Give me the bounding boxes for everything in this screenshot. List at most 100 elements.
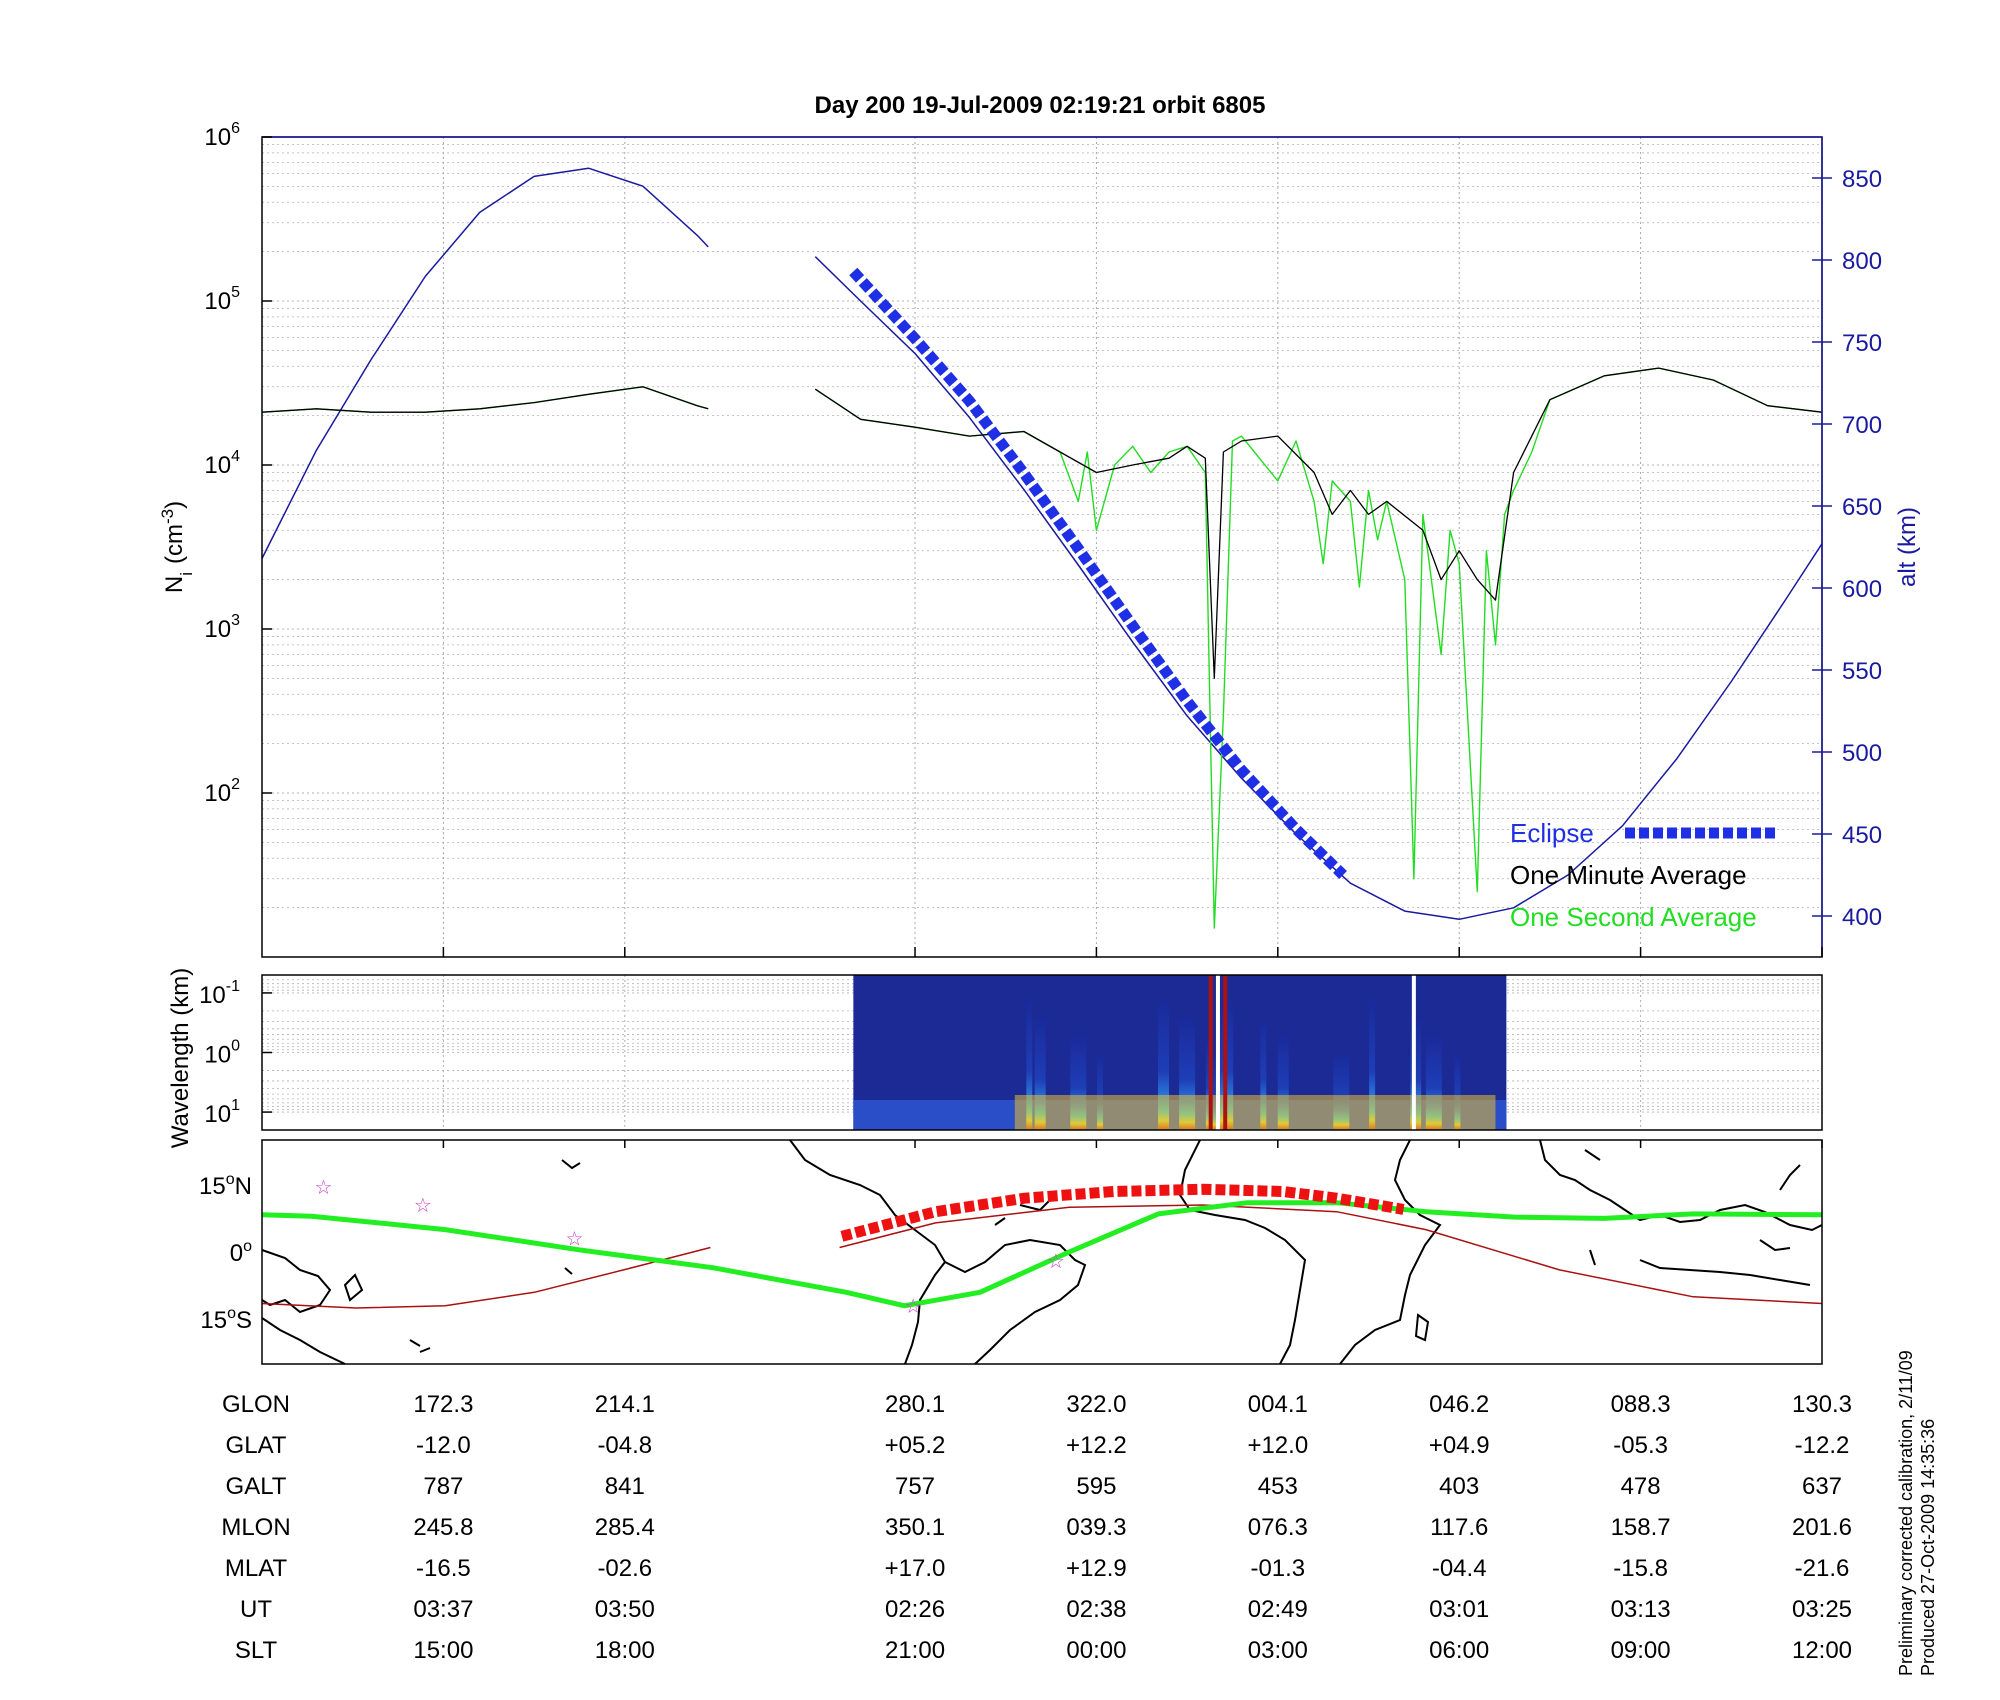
spectrogram-heatmap xyxy=(853,975,1507,1130)
wavelength-tick-label: 101 xyxy=(204,1097,240,1128)
wavelength-tick-label: 10-1 xyxy=(199,978,240,1009)
altitude-ticks: 400 450 500 550 600 650 700 750 800 850 xyxy=(1812,166,1882,931)
spectrogram-white-column xyxy=(1215,975,1220,1130)
ephemeris-cell: 09:00 xyxy=(1611,1637,1671,1664)
ephemeris-cell: 787 xyxy=(423,1473,463,1500)
ephemeris-cell: 214.1 xyxy=(595,1391,655,1418)
ephemeris-cell: +12.9 xyxy=(1066,1555,1127,1582)
latitude-tick-hemisphere: S xyxy=(236,1307,252,1334)
ephemeris-table: GLON 172.3 214.1 280.1 322.0 004.1 046.2 088.3 1… xyxy=(221,1391,1852,1664)
star-marker-icon: ☆ xyxy=(414,1193,432,1217)
density-tick-exp: 4 xyxy=(231,448,240,465)
coast-east-africa xyxy=(1584,1149,1601,1266)
spectrogram-white-column xyxy=(1411,975,1416,1130)
ephemeris-cell: 039.3 xyxy=(1066,1514,1126,1541)
ephemeris-cell: 637 xyxy=(1802,1473,1842,1500)
latitude-tick-value: 15 xyxy=(199,1173,226,1200)
density-legend: Eclipse One Minute Average One Second Aver… xyxy=(1510,818,1778,932)
latitude-tick-hemisphere: N xyxy=(235,1173,252,1200)
ephemeris-cell: 403 xyxy=(1439,1473,1479,1500)
density-tick-label: 102 xyxy=(204,776,240,807)
calibration-note: Preliminary corrected calibration, 2/11/… xyxy=(1896,1345,1938,1676)
spectrogram-column xyxy=(1369,1000,1376,1130)
ephemeris-cell: 03:25 xyxy=(1792,1596,1852,1623)
ephemeris-cell: 076.3 xyxy=(1248,1514,1308,1541)
star-marker-icon: ☆ xyxy=(565,1227,583,1251)
ephemeris-row-label: GLON xyxy=(222,1391,290,1418)
wavelength-tick-exp: -1 xyxy=(226,978,240,995)
ephemeris-cell: 285.4 xyxy=(595,1514,655,1541)
ephemeris-cell: 06:00 xyxy=(1429,1637,1489,1664)
altitude-tick-label: 600 xyxy=(1842,576,1882,603)
ephemeris-cell: -21.6 xyxy=(1795,1555,1850,1582)
ephemeris-cell: +17.0 xyxy=(885,1555,946,1582)
latitude-tick-degree: o xyxy=(243,1238,252,1255)
ephemeris-cell: 03:13 xyxy=(1611,1596,1671,1623)
one-second-line xyxy=(814,367,1823,929)
spectrogram-red-column xyxy=(1223,975,1228,1130)
ephemeris-cell: 02:38 xyxy=(1066,1596,1126,1623)
altitude-tick-label: 800 xyxy=(1842,248,1882,275)
spectrogram-hot-band xyxy=(1014,1095,1496,1130)
ephemeris-cell: 18:00 xyxy=(595,1637,655,1664)
ephemeris-row-label: UT xyxy=(240,1596,272,1623)
ephemeris-cell: 350.1 xyxy=(885,1514,945,1541)
satellite-track-line xyxy=(261,1200,1823,1309)
ephemeris-cell: 245.8 xyxy=(413,1514,473,1541)
ephemeris-cell: -12.0 xyxy=(416,1432,471,1459)
density-ylabel-sub: i xyxy=(177,572,196,576)
coast-americas xyxy=(789,1139,1087,1365)
map-tracks: ☆ ☆ ☆ ☆ ☆ xyxy=(261,1175,1823,1318)
wavelength-tick-exp: 1 xyxy=(231,1097,240,1114)
altitude-tick-label: 700 xyxy=(1842,412,1882,439)
altitude-tick-label: 750 xyxy=(1842,330,1882,357)
wavelength-ticks: 10-1 100 101 xyxy=(199,978,272,1128)
ephemeris-cell: 158.7 xyxy=(1611,1514,1671,1541)
star-marker-icon: ☆ xyxy=(315,1175,333,1199)
ephemeris-cell: 117.6 xyxy=(1430,1514,1488,1541)
ephemeris-cell: -05.3 xyxy=(1613,1432,1668,1459)
spectrogram-column xyxy=(1277,1036,1289,1130)
ephemeris-cell: +12.2 xyxy=(1066,1432,1127,1459)
ephemeris-cell: +04.9 xyxy=(1429,1432,1490,1459)
wavelength-tick-label: 100 xyxy=(204,1038,240,1069)
ephemeris-cell: 15:00 xyxy=(413,1637,473,1664)
calibration-note-line2: Produced 27-Oct-2009 14:35:36 xyxy=(1918,1419,1938,1676)
ephemeris-row-label: SLT xyxy=(235,1637,278,1664)
density-ylabel-unit-close: ) xyxy=(161,501,188,509)
magnetic-equator-line xyxy=(839,1204,1823,1305)
ephemeris-cell: 02:26 xyxy=(885,1596,945,1623)
ephemeris-cell: -15.8 xyxy=(1613,1555,1668,1582)
altitude-tick-label: 550 xyxy=(1842,658,1882,685)
altitude-line xyxy=(814,256,1823,921)
altitude-tick-label: 850 xyxy=(1842,166,1882,193)
magnetic-equator-line xyxy=(261,1246,711,1309)
ephemeris-cell: -01.3 xyxy=(1250,1555,1305,1582)
density-ylabel-unit-exp: -3 xyxy=(158,509,177,524)
latitude-tick-label: 15oS xyxy=(200,1305,252,1334)
star-marker-icon: ☆ xyxy=(1047,1249,1065,1273)
ephemeris-cell: 03:00 xyxy=(1248,1637,1308,1664)
ephemeris-cell: -04.4 xyxy=(1432,1555,1487,1582)
density-tick-base: 10 xyxy=(204,616,231,643)
figure-title: Day 200 19-Jul-2009 02:19:21 orbit 6805 xyxy=(815,92,1266,119)
latitude-tick-degree: o xyxy=(226,1171,235,1188)
density-tick-label: 106 xyxy=(204,120,240,151)
density-tick-exp: 3 xyxy=(231,612,240,629)
altitude-line xyxy=(261,167,709,559)
legend-label: Eclipse xyxy=(1510,818,1594,848)
ephemeris-cell: 004.1 xyxy=(1248,1391,1308,1418)
eclipse-track-line xyxy=(840,1183,1405,1242)
ephemeris-cell: 12:00 xyxy=(1792,1637,1852,1664)
ephemeris-cell: 046.2 xyxy=(1429,1391,1489,1418)
ephemeris-cell: -16.5 xyxy=(416,1555,471,1582)
density-tick-exp: 2 xyxy=(231,776,240,793)
ephemeris-cell: 02:49 xyxy=(1248,1596,1308,1623)
density-tick-label: 103 xyxy=(204,612,240,643)
ephemeris-cell: -12.2 xyxy=(1795,1432,1850,1459)
spectrogram-column xyxy=(1158,1000,1170,1130)
density-tick-base: 10 xyxy=(204,124,231,151)
ephemeris-cell: 453 xyxy=(1258,1473,1298,1500)
